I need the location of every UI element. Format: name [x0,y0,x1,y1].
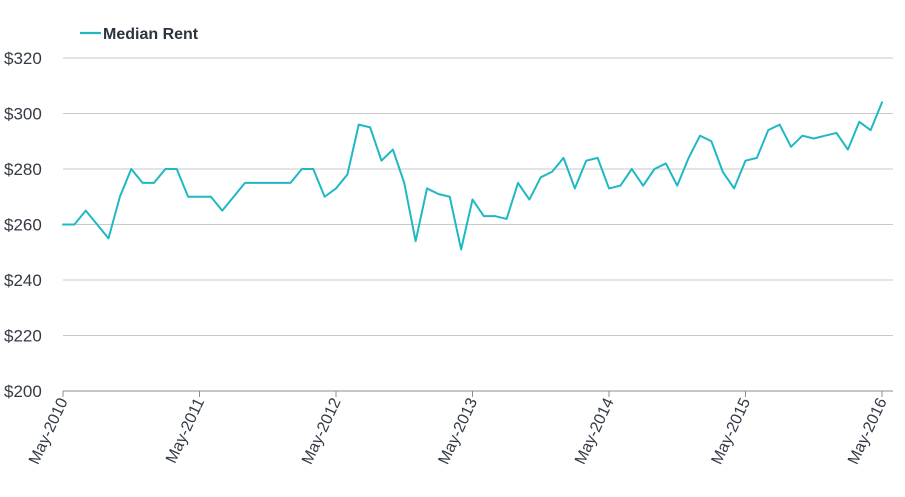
data-point [608,187,610,189]
data-point [745,160,747,162]
data-point [665,162,667,164]
data-point [290,182,292,184]
gridlines [63,57,893,336]
data-point [699,135,701,137]
legend: Median Rent [80,26,199,43]
y-tick-label: $280 [4,160,42,179]
y-tick-label: $240 [4,271,42,290]
x-tick-label: May-2010 [26,395,72,467]
data-point [153,182,155,184]
data-point [847,149,849,151]
data-point [449,196,451,198]
data-point [517,182,519,184]
data-point [619,185,621,187]
data-point [267,182,269,184]
y-tick-label: $220 [4,327,42,346]
data-point [358,124,360,126]
data-point [381,160,383,162]
data-point [460,248,462,250]
x-tick-label: May-2012 [299,395,345,467]
data-point [813,137,815,139]
y-tick-label: $300 [4,105,42,124]
data-point [528,199,530,201]
data-point [756,157,758,159]
y-axis: $200 $220 $240 $260 $280 $300 $320 [4,49,42,401]
data-point [301,168,303,170]
data-point [426,187,428,189]
data-point [312,168,314,170]
x-tick-label: May-2014 [572,395,618,467]
data-point [801,135,803,137]
data-point [221,210,223,212]
data-point [233,196,235,198]
data-point [346,174,348,176]
data-point [506,218,508,220]
x-tick-label: May-2011 [163,395,208,466]
data-point [142,182,144,184]
data-point [437,193,439,195]
series-median-rent [62,101,883,251]
data-point [631,168,633,170]
data-point [540,176,542,178]
data-point [244,182,246,184]
data-point [836,132,838,134]
data-point [176,168,178,170]
data-point [73,224,75,226]
data-point [62,224,64,226]
legend-label-median-rent: Median Rent [103,26,199,43]
data-point [642,185,644,187]
data-point [574,187,576,189]
x-tick-label: May-2016 [845,395,891,467]
data-point [210,196,212,198]
data-point [199,196,201,198]
data-point [824,135,826,137]
data-point [676,185,678,187]
data-point [654,168,656,170]
data-point [483,215,485,217]
data-point [324,196,326,198]
data-point [597,157,599,159]
data-point [779,124,781,126]
y-tick-label: $200 [4,382,42,401]
data-point [96,224,98,226]
data-point [392,149,394,151]
x-tick-label: May-2013 [436,395,482,467]
y-tick-label: $260 [4,216,42,235]
y-tick-label: $320 [4,49,42,68]
data-point [563,157,565,159]
data-point [187,196,189,198]
data-point [164,168,166,170]
data-point [767,129,769,131]
data-point [551,171,553,173]
x-axis: May-2010 May-2011 May-2012 May-2013 May-2014… [26,390,893,467]
x-tick-label: May-2015 [709,395,755,467]
data-point [130,168,132,170]
data-point [870,129,872,131]
data-point [85,210,87,212]
data-point [733,187,735,189]
data-point [335,187,337,189]
data-point [710,140,712,142]
data-point [494,215,496,217]
data-point [369,126,371,128]
data-point [108,237,110,239]
data-point [278,182,280,184]
data-point [858,121,860,123]
data-point [415,240,417,242]
data-point [722,171,724,173]
data-point [403,182,405,184]
data-point [472,199,474,201]
data-point [881,101,883,103]
data-point [585,160,587,162]
data-point [688,157,690,159]
data-point [119,196,121,198]
series-line-median-rent [62,101,883,251]
data-point [255,182,257,184]
data-point [790,146,792,148]
